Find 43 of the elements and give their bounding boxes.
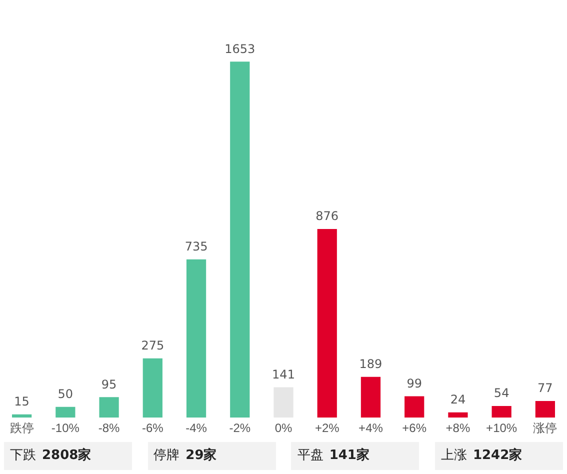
bar xyxy=(99,397,119,418)
bar xyxy=(12,414,32,418)
x-tick-label: -6% xyxy=(142,421,164,436)
data-label: 99 xyxy=(406,376,422,390)
text: 下跌 2808家 xyxy=(10,448,92,463)
data-label: 24 xyxy=(450,392,466,407)
x-tick-label: +2% xyxy=(314,421,340,436)
bar xyxy=(448,412,468,418)
bar xyxy=(360,376,381,418)
data-label: 275 xyxy=(141,338,164,353)
bar xyxy=(230,62,250,418)
bar xyxy=(186,259,206,418)
data-label: 50 xyxy=(58,386,74,401)
x-tick-label: +10% xyxy=(486,421,518,436)
data-label: 95 xyxy=(101,377,117,392)
data-label: 15 xyxy=(14,394,30,408)
x-tick-label: -8% xyxy=(98,421,120,436)
x-tick-label: -4% xyxy=(186,421,208,436)
bar xyxy=(56,406,76,418)
data-label: 1653 xyxy=(224,42,256,56)
bar xyxy=(142,358,162,418)
text: 上涨 1242家 xyxy=(440,448,522,463)
data-label: 141 xyxy=(272,367,295,382)
text: 平盘 141家 xyxy=(297,448,370,463)
data-label: 876 xyxy=(316,209,339,224)
data-label: 735 xyxy=(184,239,208,254)
x-tick-label: 涨停 xyxy=(533,421,558,436)
x-tick-label: +6% xyxy=(402,421,427,436)
x-tick-label: +8% xyxy=(446,421,470,436)
bar xyxy=(404,396,424,418)
x-tick-label: +4% xyxy=(358,421,384,436)
x-tick-label: -10% xyxy=(51,421,80,436)
data-label: 54 xyxy=(494,386,510,400)
bar xyxy=(274,387,294,418)
bar xyxy=(317,228,337,418)
text: 停牌 29家 xyxy=(154,448,217,463)
data-label: 77 xyxy=(538,381,553,396)
data-label: 189 xyxy=(359,357,382,372)
x-tick-label: 跌停 xyxy=(10,421,34,436)
bar xyxy=(492,406,512,418)
bar xyxy=(535,401,556,418)
x-tick-label: 0% xyxy=(274,421,292,436)
x-tick-label: -2% xyxy=(229,421,251,436)
